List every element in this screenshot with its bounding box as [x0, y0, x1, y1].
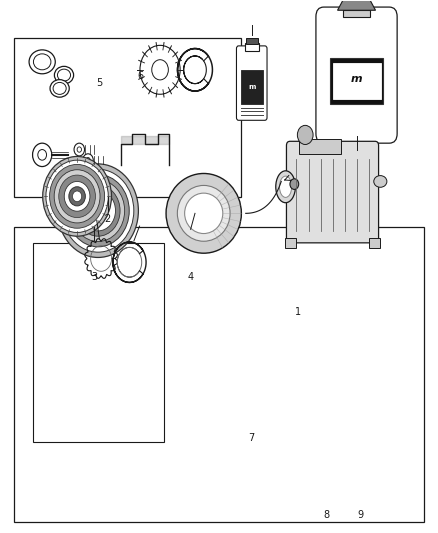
Text: 9: 9	[358, 510, 364, 520]
Bar	[369, 238, 380, 248]
Bar	[343, 10, 370, 17]
Circle shape	[32, 143, 52, 166]
Bar	[244, 43, 259, 51]
FancyBboxPatch shape	[286, 141, 378, 243]
Ellipse shape	[54, 169, 100, 223]
Ellipse shape	[62, 169, 134, 252]
Ellipse shape	[54, 66, 74, 84]
Ellipse shape	[69, 187, 85, 206]
Polygon shape	[338, 0, 375, 10]
Bar	[14, 38, 241, 197]
Ellipse shape	[50, 79, 69, 97]
Ellipse shape	[67, 174, 129, 247]
Ellipse shape	[33, 54, 51, 70]
Ellipse shape	[49, 165, 105, 228]
Ellipse shape	[43, 157, 112, 236]
Ellipse shape	[58, 164, 138, 257]
Text: 2: 2	[105, 214, 111, 224]
Circle shape	[290, 179, 299, 189]
Ellipse shape	[279, 176, 292, 197]
Circle shape	[77, 147, 81, 152]
Ellipse shape	[64, 181, 90, 211]
Ellipse shape	[29, 50, 55, 74]
Bar	[299, 139, 341, 154]
Text: m: m	[248, 84, 255, 90]
Ellipse shape	[59, 175, 95, 217]
Bar	[241, 70, 263, 104]
Ellipse shape	[92, 204, 103, 217]
Ellipse shape	[374, 175, 387, 187]
Ellipse shape	[53, 83, 66, 94]
Ellipse shape	[46, 160, 108, 232]
Ellipse shape	[88, 199, 108, 222]
Ellipse shape	[81, 190, 116, 231]
Ellipse shape	[57, 69, 71, 81]
Text: 5: 5	[96, 78, 102, 88]
Text: 3: 3	[92, 272, 98, 282]
Circle shape	[140, 45, 180, 94]
Bar	[330, 58, 383, 104]
Circle shape	[38, 150, 46, 160]
Circle shape	[74, 143, 85, 156]
Ellipse shape	[71, 180, 125, 241]
Text: 8: 8	[323, 510, 329, 520]
Circle shape	[152, 60, 168, 80]
Text: 4: 4	[187, 272, 194, 282]
Circle shape	[83, 154, 93, 166]
Bar	[285, 238, 296, 248]
Text: m: m	[351, 74, 362, 84]
Bar	[246, 38, 258, 44]
Ellipse shape	[166, 173, 241, 253]
Text: 7: 7	[249, 433, 255, 443]
Bar	[332, 63, 381, 99]
Ellipse shape	[185, 193, 223, 233]
Circle shape	[297, 125, 313, 144]
Ellipse shape	[73, 191, 81, 201]
FancyBboxPatch shape	[237, 46, 267, 120]
Ellipse shape	[177, 185, 230, 241]
Text: 6: 6	[138, 71, 144, 81]
Ellipse shape	[76, 185, 120, 236]
Bar	[14, 227, 424, 522]
Circle shape	[86, 158, 90, 163]
Bar	[33, 243, 164, 442]
FancyBboxPatch shape	[316, 7, 397, 143]
Ellipse shape	[276, 171, 295, 203]
Text: 1: 1	[294, 306, 300, 317]
